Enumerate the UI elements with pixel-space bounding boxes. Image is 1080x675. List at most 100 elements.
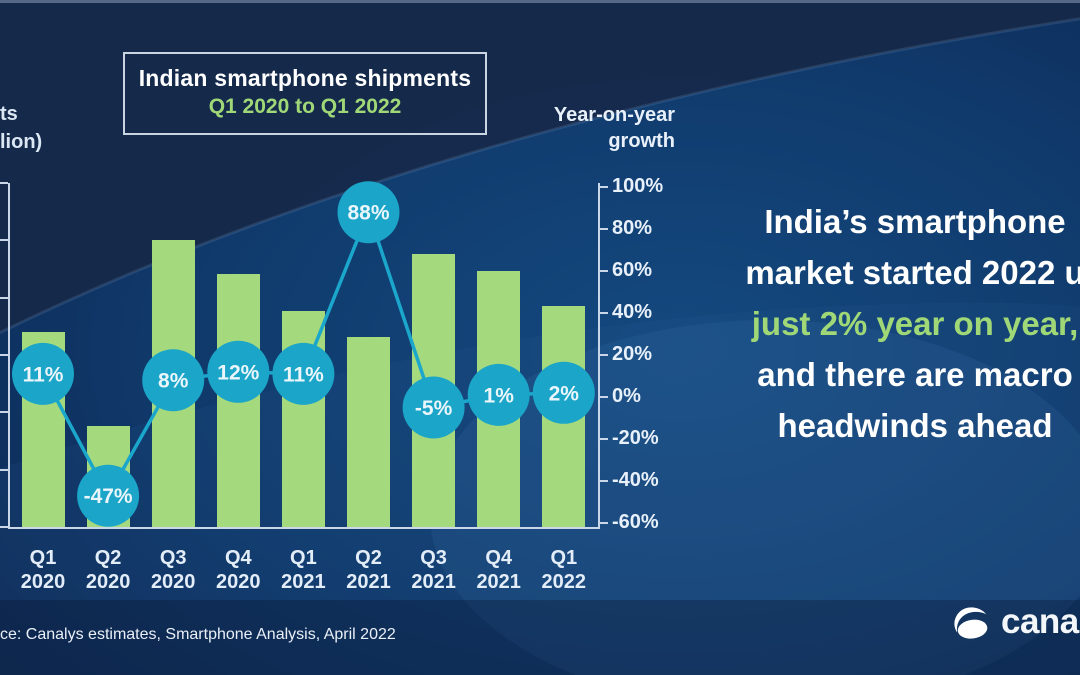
x-axis-label-line: Q2	[94, 547, 122, 569]
right-axis-tick	[598, 312, 608, 314]
x-axis-label-line: 2020	[20, 571, 66, 593]
right-axis-tick-label: 80%	[612, 217, 653, 239]
x-axis-label-line: 2020	[85, 571, 131, 593]
right-axis-tick	[598, 522, 608, 524]
canalys-logo: canal	[950, 600, 1080, 644]
right-axis-label-line2: growth	[608, 130, 675, 152]
right-axis-tick-label: 60%	[612, 259, 653, 281]
canalys-swirl-icon	[954, 607, 988, 639]
growth-bubble-label: 88%	[347, 202, 389, 225]
right-axis-tick	[598, 480, 608, 482]
growth-bubble-label: -5%	[415, 397, 453, 420]
x-axis-label-line: Q1	[550, 547, 578, 569]
x-axis-baseline	[8, 527, 600, 529]
growth-bubble-q1-2021	[272, 342, 335, 405]
x-axis-label-line: 2021	[476, 571, 521, 593]
left-axis-tick	[0, 296, 8, 299]
light-lower-band	[0, 302, 1080, 675]
growth-bubble-q3-2021	[402, 376, 465, 439]
right-axis-tick-label: -60%	[612, 511, 659, 533]
left-axis-label-line2: lion)	[0, 131, 43, 153]
top-edge-divider	[0, 0, 1080, 3]
x-axis-label-q3-2020: Q3 2020	[138, 546, 208, 594]
growth-bubble-q4-2021	[467, 363, 530, 426]
x-axis-label-line: Q4	[485, 547, 513, 569]
canalys-logo-text: canal	[1001, 602, 1080, 641]
right-axis-tick	[598, 228, 608, 230]
right-axis-tick-label: 40%	[612, 301, 653, 323]
right-axis-tick	[598, 396, 608, 398]
growth-bubble-label: 11%	[23, 363, 64, 386]
growth-bubble-label: 2%	[549, 382, 580, 405]
bottom-vignette	[0, 600, 1080, 675]
right-axis-tick	[598, 186, 608, 188]
right-axis-tick-label: 0%	[612, 385, 641, 407]
headline-line-1: India’s smartphone	[764, 203, 1066, 240]
x-axis-label-q1-2022: Q1 2022	[529, 546, 599, 594]
right-axis-tick	[598, 354, 608, 356]
right-axis-tick-label: 100%	[612, 175, 664, 197]
headline-line-4: and there are macro	[757, 356, 1073, 393]
x-axis-label-q4-2020: Q4 2020	[203, 546, 273, 594]
x-axis-label-line: Q1	[29, 547, 57, 569]
growth-bubble-q1-2022	[532, 361, 595, 424]
left-axis-tick	[0, 411, 8, 414]
growth-bubble-label: 11%	[283, 363, 324, 386]
dark-swoosh-shape	[0, 0, 1080, 333]
source-note: ce: Canalys estimates, Smartphone Analys…	[0, 626, 396, 643]
growth-bubble-label: 12%	[217, 361, 259, 384]
headline-line-2: market started 2022 u	[745, 254, 1080, 291]
x-axis-label-line: 2021	[281, 571, 326, 593]
bar-q2-2021	[347, 337, 390, 527]
chart-title-box: Indian smartphone shipments Q1 2020 to Q…	[123, 52, 487, 135]
chart-title: Indian smartphone shipments	[138, 65, 472, 91]
x-axis-label-line: 2021	[346, 571, 391, 593]
x-axis-label-line: Q3	[420, 547, 447, 569]
light-disc-shape	[430, 320, 1080, 675]
growth-bubble-q3-2020	[142, 349, 205, 412]
x-axis-label-line: 2020	[216, 571, 261, 593]
right-axis-label: Year-on-year growth	[460, 102, 675, 154]
headline-line-5: headwinds ahead	[777, 407, 1053, 444]
left-axis-tick	[0, 468, 8, 471]
x-axis-label-q4-2021: Q4 2021	[464, 546, 534, 594]
left-axis-tick	[0, 182, 8, 184]
right-axis-tick-label: 20%	[612, 343, 653, 365]
growth-bubble-q2-2020	[77, 464, 140, 527]
right-axis-tick-label: -40%	[612, 469, 659, 491]
x-axis-label-q2-2021: Q2 2021	[334, 546, 404, 594]
left-axis-tick	[0, 239, 8, 242]
left-axis-line	[8, 183, 10, 527]
left-axis-label-line1: ts	[0, 103, 18, 125]
right-axis-tick-label: -20%	[612, 427, 659, 449]
x-axis-label-q3-2021: Q3 2021	[399, 546, 469, 594]
x-axis-label-line: Q3	[159, 547, 187, 569]
growth-bubble-q1-2020	[12, 342, 74, 405]
x-axis-label-line: Q1	[290, 547, 317, 569]
x-axis-label-q1-2021: Q1 2021	[268, 546, 338, 594]
x-axis-label-line: 2021	[411, 571, 456, 593]
x-axis-label-q1-2020: Q1 2020	[8, 546, 78, 594]
growth-bubble-q2-2021	[337, 181, 400, 244]
growth-bubble-q4-2020	[207, 340, 270, 403]
left-axis-label-cropped: ts lion)	[0, 100, 42, 156]
x-axis-label-line: 2022	[541, 571, 587, 593]
x-axis-label-line: 2020	[150, 571, 196, 593]
right-axis-tick	[598, 438, 608, 440]
x-axis-label-line: Q4	[224, 547, 252, 569]
headline-line-3: just 2% year on year,	[751, 305, 1079, 342]
chart-title-period: Q1 2020 to Q1 2022	[208, 95, 402, 118]
left-axis-tick	[0, 526, 8, 528]
growth-bubble-label: 8%	[158, 370, 189, 393]
right-axis-tick	[598, 270, 608, 272]
swoosh-edge-arc	[0, 17, 1080, 335]
right-axis-label-line1: Year-on-year	[553, 104, 675, 126]
x-axis-label-line: Q2	[355, 547, 382, 569]
growth-bubble-label: -47%	[84, 485, 133, 508]
x-axis-label-q2-2020: Q2 2020	[73, 546, 143, 594]
growth-bubble-label: 1%	[484, 384, 515, 407]
left-axis-tick	[0, 354, 8, 356]
